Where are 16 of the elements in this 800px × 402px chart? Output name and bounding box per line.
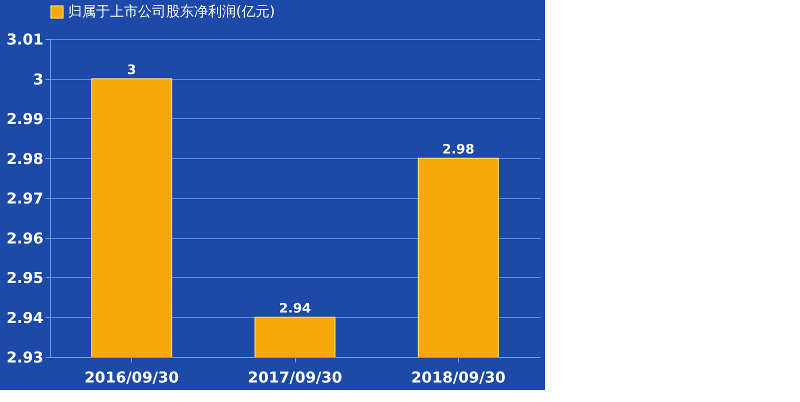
y-tick-label: 2.97: [6, 190, 44, 208]
y-tick-label: 3: [33, 70, 44, 88]
y-tick-label: 2.93: [6, 348, 44, 366]
data-label: 2.94: [278, 301, 312, 316]
y-tick-label: 3.01: [6, 30, 44, 48]
y-tick-label: 2.96: [6, 229, 44, 248]
y-tick-label: 2.99: [6, 110, 44, 128]
data-label: 2.98: [442, 142, 474, 158]
data-label: 3: [127, 62, 136, 78]
y-tick-label: 2.94: [6, 308, 44, 327]
y-tick-label: 2.98: [6, 150, 44, 168]
y-tick-label: 2.95: [6, 269, 44, 287]
x-tick-label: 2017/09/30: [248, 368, 342, 386]
x-tick-label: 2016/09/30: [84, 368, 179, 386]
legend-label: 归属于上市公司股东净利润(亿元): [68, 4, 275, 20]
x-tick-label: 2018/09/30: [411, 368, 506, 386]
